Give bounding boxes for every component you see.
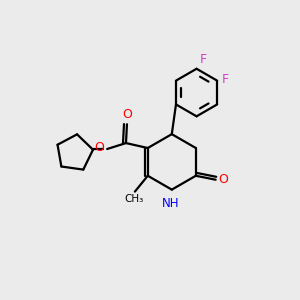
Text: O: O: [219, 173, 229, 186]
Text: F: F: [200, 53, 207, 66]
Text: O: O: [94, 141, 104, 154]
Text: F: F: [222, 73, 229, 86]
Text: CH₃: CH₃: [124, 194, 143, 204]
Text: O: O: [122, 108, 132, 121]
Text: NH: NH: [162, 197, 180, 210]
